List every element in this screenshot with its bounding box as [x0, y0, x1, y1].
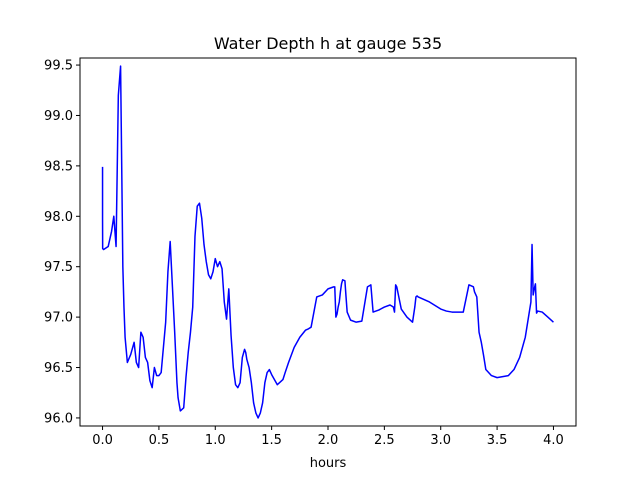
- y-tick-label: 97.0: [44, 311, 73, 326]
- x-tick-label: 4.0: [543, 433, 564, 448]
- y-tick-label: 97.5: [44, 260, 73, 275]
- y-axis: 96.0 96.5 97.0 97.5 98.0 98.5 99.0 99.5: [44, 59, 80, 426]
- y-tick-label: 96.0: [44, 411, 73, 426]
- x-tick-label: 1.0: [205, 433, 226, 448]
- x-tick-label: 3.5: [487, 433, 508, 448]
- x-tick-label: 2.0: [318, 433, 339, 448]
- x-tick-label: 3.0: [430, 433, 451, 448]
- x-tick-label: 2.5: [374, 433, 395, 448]
- x-tick-label: 0.0: [92, 433, 113, 448]
- series-line-0: [101, 65, 554, 419]
- x-tick-label: 1.5: [261, 433, 282, 448]
- y-tick-label: 96.5: [44, 361, 73, 376]
- y-tick-label: 98.0: [44, 210, 73, 225]
- y-tick-label: 99.5: [44, 59, 73, 74]
- y-tick-label: 98.5: [44, 159, 73, 174]
- plot-marks: [101, 65, 554, 419]
- x-axis-title: hours: [310, 456, 347, 471]
- x-tick-label: 0.5: [149, 433, 170, 448]
- chart-title: Water Depth h at gauge 535: [214, 34, 442, 53]
- y-tick-label: 99.0: [44, 109, 73, 124]
- x-axis: 0.0 0.5 1.0 1.5 2.0 2.5 3.0 3.5 4.0: [92, 426, 564, 448]
